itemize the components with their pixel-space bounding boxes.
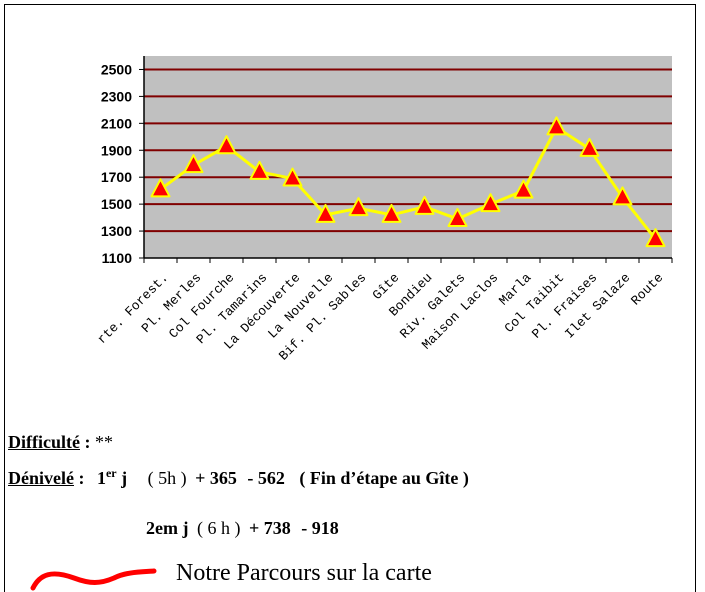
elevation-day1-line: Dénivelé : 1er j ( 5h ) + 365 - 562 ( Fi… <box>8 466 469 489</box>
x-tick-label: Route <box>628 270 666 308</box>
elevation-day2-line: 2em j ( 6 h ) + 738 - 918 <box>146 518 339 539</box>
y-tick-label: 1300 <box>101 223 132 239</box>
difficulty-value: ** <box>94 432 113 452</box>
elevation-chart: 1100 1300 1500 1700 1900 2100 2300 2500 rte. Fo… <box>95 56 673 364</box>
data-point <box>216 135 237 155</box>
series-line <box>159 125 657 241</box>
day1-note: ( Fin d’étape au Gîte ) <box>299 468 469 488</box>
data-point <box>480 193 501 213</box>
y-tick-label: 1700 <box>101 169 132 185</box>
day1-duration: ( 5h ) <box>147 468 187 488</box>
day2-label: 2em j <box>146 518 189 538</box>
data-point <box>546 116 567 136</box>
map-route-text: Notre Parcours sur la carte <box>176 560 432 586</box>
y-tick-label: 1500 <box>101 196 132 212</box>
data-point <box>414 195 435 215</box>
y-tick-label: 1100 <box>102 250 133 266</box>
elevation-label: Dénivelé <box>8 468 74 488</box>
difficulty-label: Difficulté <box>8 432 80 452</box>
data-point <box>282 167 303 187</box>
day1-label: 1er j <box>96 466 128 488</box>
data-point <box>645 228 666 248</box>
plot-area <box>144 56 672 258</box>
difficulty-sep: : <box>79 432 91 452</box>
y-tick-label: 2300 <box>101 88 132 104</box>
y-tick-label: 1900 <box>101 142 132 158</box>
data-point <box>447 207 468 227</box>
elevation-series <box>150 116 666 248</box>
axes <box>139 56 673 263</box>
day2-duration: ( 6 h ) <box>196 518 241 538</box>
day2-up: + 738 <box>248 518 291 538</box>
data-point <box>315 203 336 223</box>
y-tick-label: 2100 <box>101 115 132 131</box>
data-point <box>381 203 402 223</box>
page-frame <box>4 4 696 592</box>
data-point <box>579 137 600 157</box>
data-point <box>249 160 270 180</box>
route-legend-icon <box>30 568 157 591</box>
data-point <box>348 197 369 217</box>
y-tick-label: 2500 <box>101 61 132 77</box>
day1-up: + 365 <box>195 468 237 488</box>
y-tick-labels: 1100 1300 1500 1700 1900 2100 2300 2500 <box>101 61 132 266</box>
data-point <box>513 179 534 199</box>
difficulty-line: Difficulté : ** <box>8 432 113 453</box>
day1-down: - 562 <box>247 468 285 488</box>
data-point <box>183 154 204 174</box>
elevation-sep: : <box>73 468 85 488</box>
data-point <box>612 186 633 206</box>
day2-down: - 918 <box>301 518 339 538</box>
data-point <box>150 178 171 198</box>
